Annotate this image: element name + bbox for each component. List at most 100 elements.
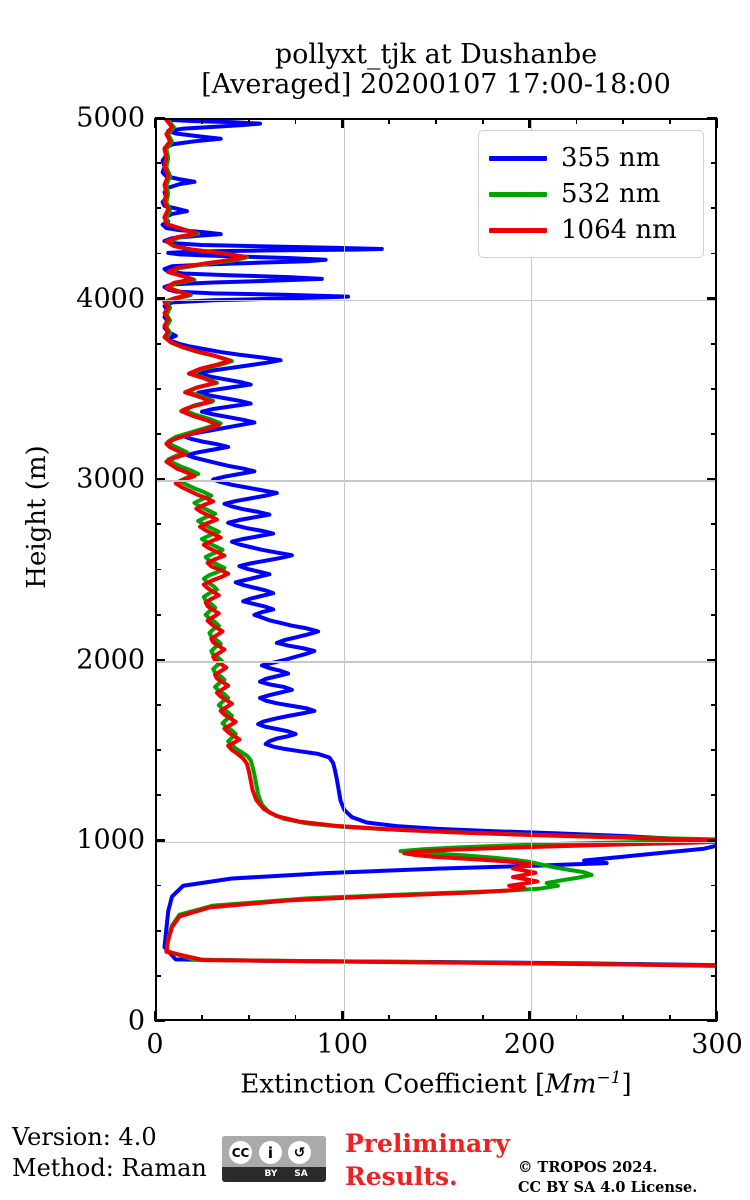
title-line-1: pollyxt_tjk at Dushanbe [274,39,598,70]
y-axis-minor-tick [155,884,161,887]
x-axis-minor-tick-top [481,118,484,124]
cc-logo-icon: CC [229,1141,252,1164]
y-axis-minor-tick-right [711,929,717,932]
y-axis-major-tick-right [707,297,717,300]
preliminary-results-notice: Preliminary Results. [345,1128,510,1193]
y-axis-major-tick-right [707,658,717,661]
x-axis-minor-tick [622,1015,625,1021]
y-axis-minor-tick [155,974,161,977]
legend-item[interactable]: 355 nm [489,140,693,176]
legend: 355 nm 532 nm 1064 nm [478,130,704,258]
legend-color-swatch [489,191,547,197]
gridline-horizontal [157,480,715,482]
y-axis-minor-tick-right [711,704,717,706]
y-axis-major-tick [155,839,165,842]
legend-item[interactable]: 532 nm [489,176,693,212]
y-axis-major-tick [155,658,165,661]
y-axis-minor-tick [155,568,161,571]
y-axis-minor-tick [155,929,161,932]
x-axis-major-tick [715,1011,719,1021]
gridline-horizontal [157,841,715,844]
y-axis-minor-tick-right [711,388,717,390]
x-axis-minor-tick [435,1015,437,1021]
cc-by-label: BY [264,1169,278,1179]
x-axis-label-bracket: ] [621,1069,632,1100]
y-tick-label: 1000 [76,824,145,856]
y-axis-minor-tick-right [711,974,717,977]
x-axis-major-tick [153,1011,157,1021]
x-axis-minor-tick-top [294,118,297,124]
cc-license-badge: CC i ↺ BY SA [222,1136,326,1182]
y-axis-label: Height (m) [22,445,52,589]
y-axis-minor-tick [155,749,161,751]
chart-title: pollyxt_tjk at Dushanbe [Averaged] 20200… [155,39,717,101]
y-axis-minor-tick [155,252,161,255]
gridline-horizontal [157,299,715,302]
gridline-vertical [343,120,346,1019]
y-axis-minor-tick-right [711,252,717,255]
x-tick-label: 300 [691,1029,743,1060]
x-axis-minor-tick-top [435,118,437,124]
x-axis-minor-tick [388,1015,391,1021]
y-axis-minor-tick-right [711,568,717,571]
y-axis-minor-tick-right [711,162,717,165]
y-axis-major-tick [155,1019,165,1023]
y-axis-major-tick [155,478,165,481]
x-axis-minor-tick-top [247,118,250,124]
y-axis-minor-tick [155,162,161,165]
x-axis-major-tick-top [528,118,531,128]
y-axis-minor-tick-right [711,207,717,210]
x-axis-unit: Mm [545,1069,597,1100]
x-tick-label: 200 [503,1029,556,1060]
y-axis-minor-tick [155,433,161,435]
preliminary-line-1: Preliminary [345,1129,510,1158]
x-axis-unit-exponent: −1 [596,1068,622,1088]
method-text: Method: Raman [12,1153,207,1182]
cc-sa-label: SA [294,1169,308,1179]
y-axis-major-tick-right [707,1019,717,1023]
y-axis-minor-tick-right [711,342,717,345]
y-tick-label: 5000 [76,102,145,134]
gridline-vertical [530,120,533,1019]
x-tick-label: 100 [316,1029,369,1060]
legend-label: 1064 nm [561,215,677,245]
y-axis-minor-tick [155,794,161,797]
y-axis-minor-tick [155,207,161,210]
title-line-2: [Averaged] 20200107 17:00-18:00 [201,69,671,101]
x-axis-major-tick-top [153,118,157,128]
x-axis-label-text: Extinction Coefficient [ [240,1069,546,1100]
cc-badge-bottom-band [222,1167,326,1182]
legend-color-swatch [489,227,547,233]
x-axis-minor-tick [200,1015,203,1021]
version-method-block: Version: 4.0 Method: Raman [12,1122,207,1183]
x-axis-major-tick-top [715,118,719,128]
series-line-1064-nm [162,120,715,968]
y-axis-major-tick-right [707,839,717,842]
legend-color-swatch [489,155,547,161]
footer: Version: 4.0 Method: Raman [0,1118,750,1200]
y-axis-minor-tick-right [711,613,717,616]
preliminary-line-2: Results. [345,1161,458,1191]
copyright-line-2: CC BY SA 4.0 License. [518,1178,698,1196]
gridline-horizontal [157,661,715,663]
x-tick-label: 0 [146,1029,164,1060]
y-axis-major-tick [155,297,165,300]
y-tick-label: 2000 [76,644,145,676]
x-axis-minor-tick-top [388,118,391,124]
x-axis-minor-tick [481,1015,484,1021]
x-axis-label: Extinction Coefficient [Mm−1] [155,1068,717,1100]
x-axis-minor-tick-top [622,118,625,124]
y-tick-label: 4000 [76,283,145,315]
copyright-notice: © TROPOS 2024. CC BY SA 4.0 License. [518,1158,697,1197]
y-axis-minor-tick [155,388,161,390]
x-axis-minor-tick-top [669,118,672,124]
y-axis-major-tick-right [707,116,717,120]
y-axis-minor-tick-right [711,523,717,526]
x-axis-minor-tick [247,1015,250,1021]
version-text: Version: 4.0 [12,1123,157,1151]
y-axis-minor-tick-right [711,794,717,797]
x-axis-major-tick [341,1011,344,1021]
y-axis-minor-tick-right [711,884,717,887]
legend-item[interactable]: 1064 nm [489,212,693,248]
